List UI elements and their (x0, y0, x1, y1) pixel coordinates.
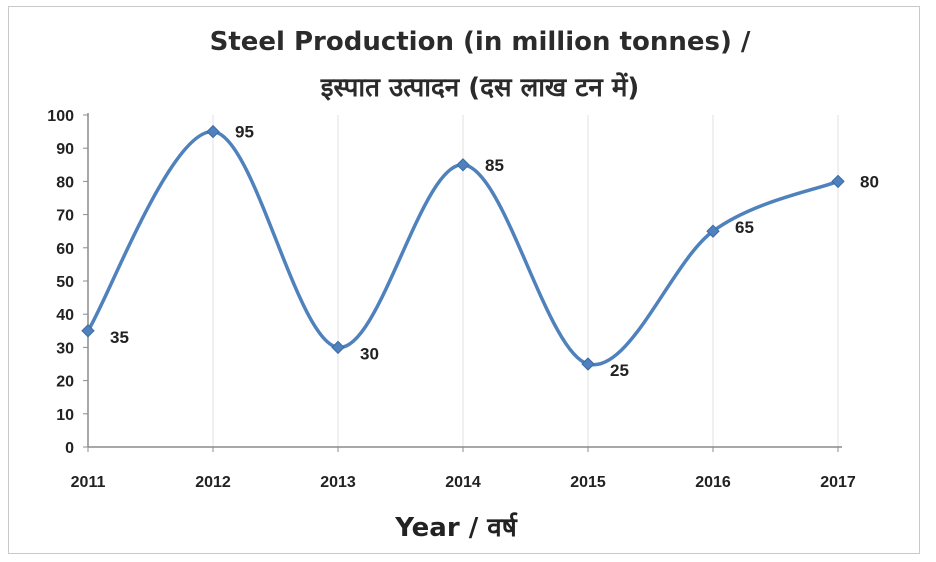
data-point-marker (831, 174, 845, 189)
y-tick-label: 10 (56, 407, 74, 424)
x-tick-label: 2016 (695, 474, 731, 491)
x-axis-ticks: 2011 2012 2013 2014 2015 2016 2017 (71, 447, 856, 491)
data-point-marker (456, 158, 470, 172)
y-tick-label: 70 (56, 208, 74, 225)
data-point-marker (206, 124, 220, 139)
gridlines (212, 115, 839, 447)
data-labels: 35 95 30 85 25 65 80 (110, 123, 879, 380)
data-label: 30 (360, 344, 379, 363)
y-tick-label: 100 (47, 108, 74, 125)
x-tick-label: 2012 (195, 474, 231, 491)
y-tick-label: 20 (56, 374, 74, 391)
y-tick-label: 30 (56, 340, 74, 357)
y-tick-label: 60 (56, 241, 74, 258)
y-tick-label: 40 (56, 307, 74, 324)
chart-title: Steel Production (in million tonnes) / (210, 27, 751, 57)
chart-subtitle: इस्पात उत्पादन (दस लाख टन में) (320, 72, 640, 103)
y-tick-label: 90 (56, 141, 74, 158)
y-tick-label: 50 (56, 274, 74, 291)
chart-frame (8, 6, 920, 554)
data-label: 65 (735, 218, 754, 237)
x-axis-title: Year / वर्ष (394, 512, 518, 543)
x-tick-label: 2013 (320, 474, 356, 491)
data-point-marker (331, 340, 345, 355)
data-label: 95 (235, 123, 254, 142)
data-point-marker (581, 357, 595, 371)
series-layer (81, 124, 845, 371)
y-tick-label: 80 (56, 174, 74, 191)
x-tick-label: 2015 (570, 474, 606, 491)
data-point-marker (706, 224, 720, 238)
data-point-marker (81, 324, 95, 338)
data-label: 25 (610, 361, 629, 380)
data-label: 85 (485, 156, 504, 175)
data-label: 35 (110, 328, 129, 347)
x-tick-label: 2014 (445, 474, 481, 491)
x-tick-label: 2011 (71, 474, 106, 491)
y-axis-ticks: 0 10 20 30 40 50 60 70 80 90 100 (47, 108, 88, 457)
x-tick-label: 2017 (820, 474, 856, 491)
y-tick-label: 0 (65, 440, 74, 457)
axes (87, 113, 842, 448)
data-label: 80 (860, 172, 879, 191)
